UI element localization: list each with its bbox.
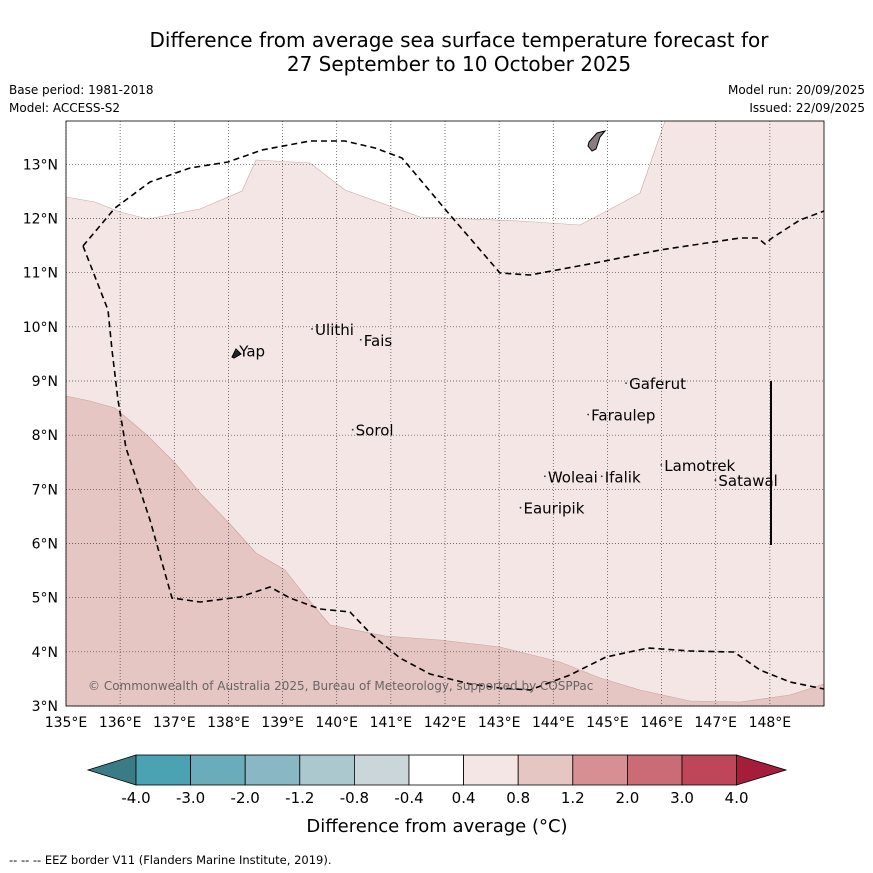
place-marker [351,428,354,431]
place-label-satawal: Satawal [718,472,777,490]
colorbar: -4.0 -3.0 -2.0 -1.2 -0.8 -0.4 0.4 0.8 1.2 2.0 3.0 4… [86,754,788,807]
colorbar-segment [408,754,464,786]
colorbar-segment [463,754,519,786]
place-marker [587,413,590,416]
place-marker [660,464,663,466]
place-marker [625,382,627,385]
model-run: Model run: 20/09/2025 [727,83,865,97]
colorbar-label: Difference from average (°C) [306,816,567,837]
title-line-2: 27 September to 10 October 2025 [286,52,632,76]
lon-tick-label: 142°E [424,715,467,731]
meta-left: Base period: 1981-2018 Model: ACCESS-S2 [9,81,154,117]
colorbar-segment [517,754,574,786]
lon-tick-label: 136°E [99,715,142,731]
lon-tick-label: 145°E [586,715,629,731]
lat-tick-label: 5°N [32,591,58,607]
place-label-ulithi: Ulithi [315,321,354,339]
place-label-faraulep: Faraulep [591,407,655,425]
lat-tick-label: 4°N [32,645,58,661]
place-label-lamotrek: Lamotrek [664,457,735,475]
lat-tick-label: 13°N [23,157,58,173]
colorbar-tick-label: 2.0 [615,789,639,807]
colorbar-segment [627,754,683,786]
lat-tick-label: 6°N [32,537,58,553]
lon-tick-label: 138°E [207,715,250,731]
place-labels: Yap Ulithi Fais Sorol Gaferut Faraulep Lamotre… [235,321,778,518]
colorbar-tick-label: 0.4 [452,789,476,807]
lat-tick-label: 8°N [32,428,58,444]
base-period: Base period: 1981-2018 [9,83,154,97]
lon-tick-label: 148°E [749,715,792,731]
copyright-text: © Commonwealth of Australia 2025, Bureau… [88,679,593,693]
yap-island-shape [231,348,242,359]
lon-tick-label: 146°E [640,715,683,731]
colorbar-tick-label: -0.4 [394,789,423,807]
lat-tick-label: 3°N [32,699,58,715]
lon-tick-label: 147°E [694,715,737,731]
place-label-woleai: Woleai [548,468,598,486]
colorbar-tick-label: 3.0 [670,789,694,807]
place-marker [543,475,546,478]
colorbar-segment [681,754,737,786]
map-plot: Yap Ulithi Fais Sorol Gaferut Faraulep Lamotre… [65,120,825,707]
colorbar-tick-label: 4.0 [725,789,749,807]
colorbar-segment [135,754,191,786]
colorbar-tick-label: -2.0 [231,789,260,807]
guam-island-shape [587,130,607,152]
place-label-fais: Fais [364,332,393,350]
colorbar-tick-label: -0.8 [340,789,369,807]
colorbar-segment [572,754,628,786]
colorbar-arrow-high [736,754,788,786]
lon-tick-label: 137°E [153,715,196,731]
map-frame [65,120,825,707]
meta-right: Model run: 20/09/2025 Issued: 22/09/2025 [728,81,865,117]
lon-tick-label: 140°E [315,715,358,731]
place-marker [600,475,603,478]
issued-date: Issued: 22/09/2025 [749,101,865,115]
place-marker [311,328,313,330]
lon-tick-label: 139°E [261,715,304,731]
colorbar-segment [244,754,301,786]
place-marker [519,506,522,509]
place-label-gaferut: Gaferut [629,375,686,393]
colorbar-tick-label: 1.2 [561,789,585,807]
anomaly-region-0.8-1.2 [65,395,825,707]
lat-tick-label: 11°N [23,266,58,282]
lat-tick-label: 9°N [32,374,58,390]
lon-tick-label: 141°E [370,715,413,731]
colorbar-segment [299,754,355,786]
lat-tick-label: 10°N [23,320,58,336]
colorbar-tick-label: -3.0 [176,789,205,807]
place-marker [359,338,362,341]
lat-tick-label: 12°N [23,212,58,228]
axis-labels: 135°E 136°E 137°E 138°E 139°E 140°E 141°E 142°E… [23,157,791,731]
model-name: Model: ACCESS-S2 [9,101,121,115]
colorbar-segment [190,754,246,786]
lon-tick-label: 143°E [478,715,521,731]
lon-tick-label: 135°E [45,715,88,731]
chart-title: Difference from average sea surface temp… [0,28,873,76]
place-label-eauripik: Eauripik [524,500,585,518]
eez-border [82,140,825,691]
title-line-1: Difference from average sea surface temp… [149,28,769,52]
lon-tick-label: 144°E [532,715,575,731]
colorbar-segment [353,754,410,786]
colorbar-tick-label: 0.8 [506,789,530,807]
place-label-yap: Yap [238,343,265,361]
lat-tick-label: 7°N [32,482,58,498]
place-marker [235,349,238,352]
place-label-sorol: Sorol [356,422,394,440]
eez-footnote: -- -- -- EEZ border V11 (Flanders Marine… [9,853,332,867]
colorbar-tick-label: -1.2 [285,789,314,807]
colorbar-arrow-low [86,754,137,786]
place-marker [714,479,717,481]
colorbar-tick-label: -4.0 [121,789,150,807]
place-label-ifalik: Ifalik [605,468,641,486]
